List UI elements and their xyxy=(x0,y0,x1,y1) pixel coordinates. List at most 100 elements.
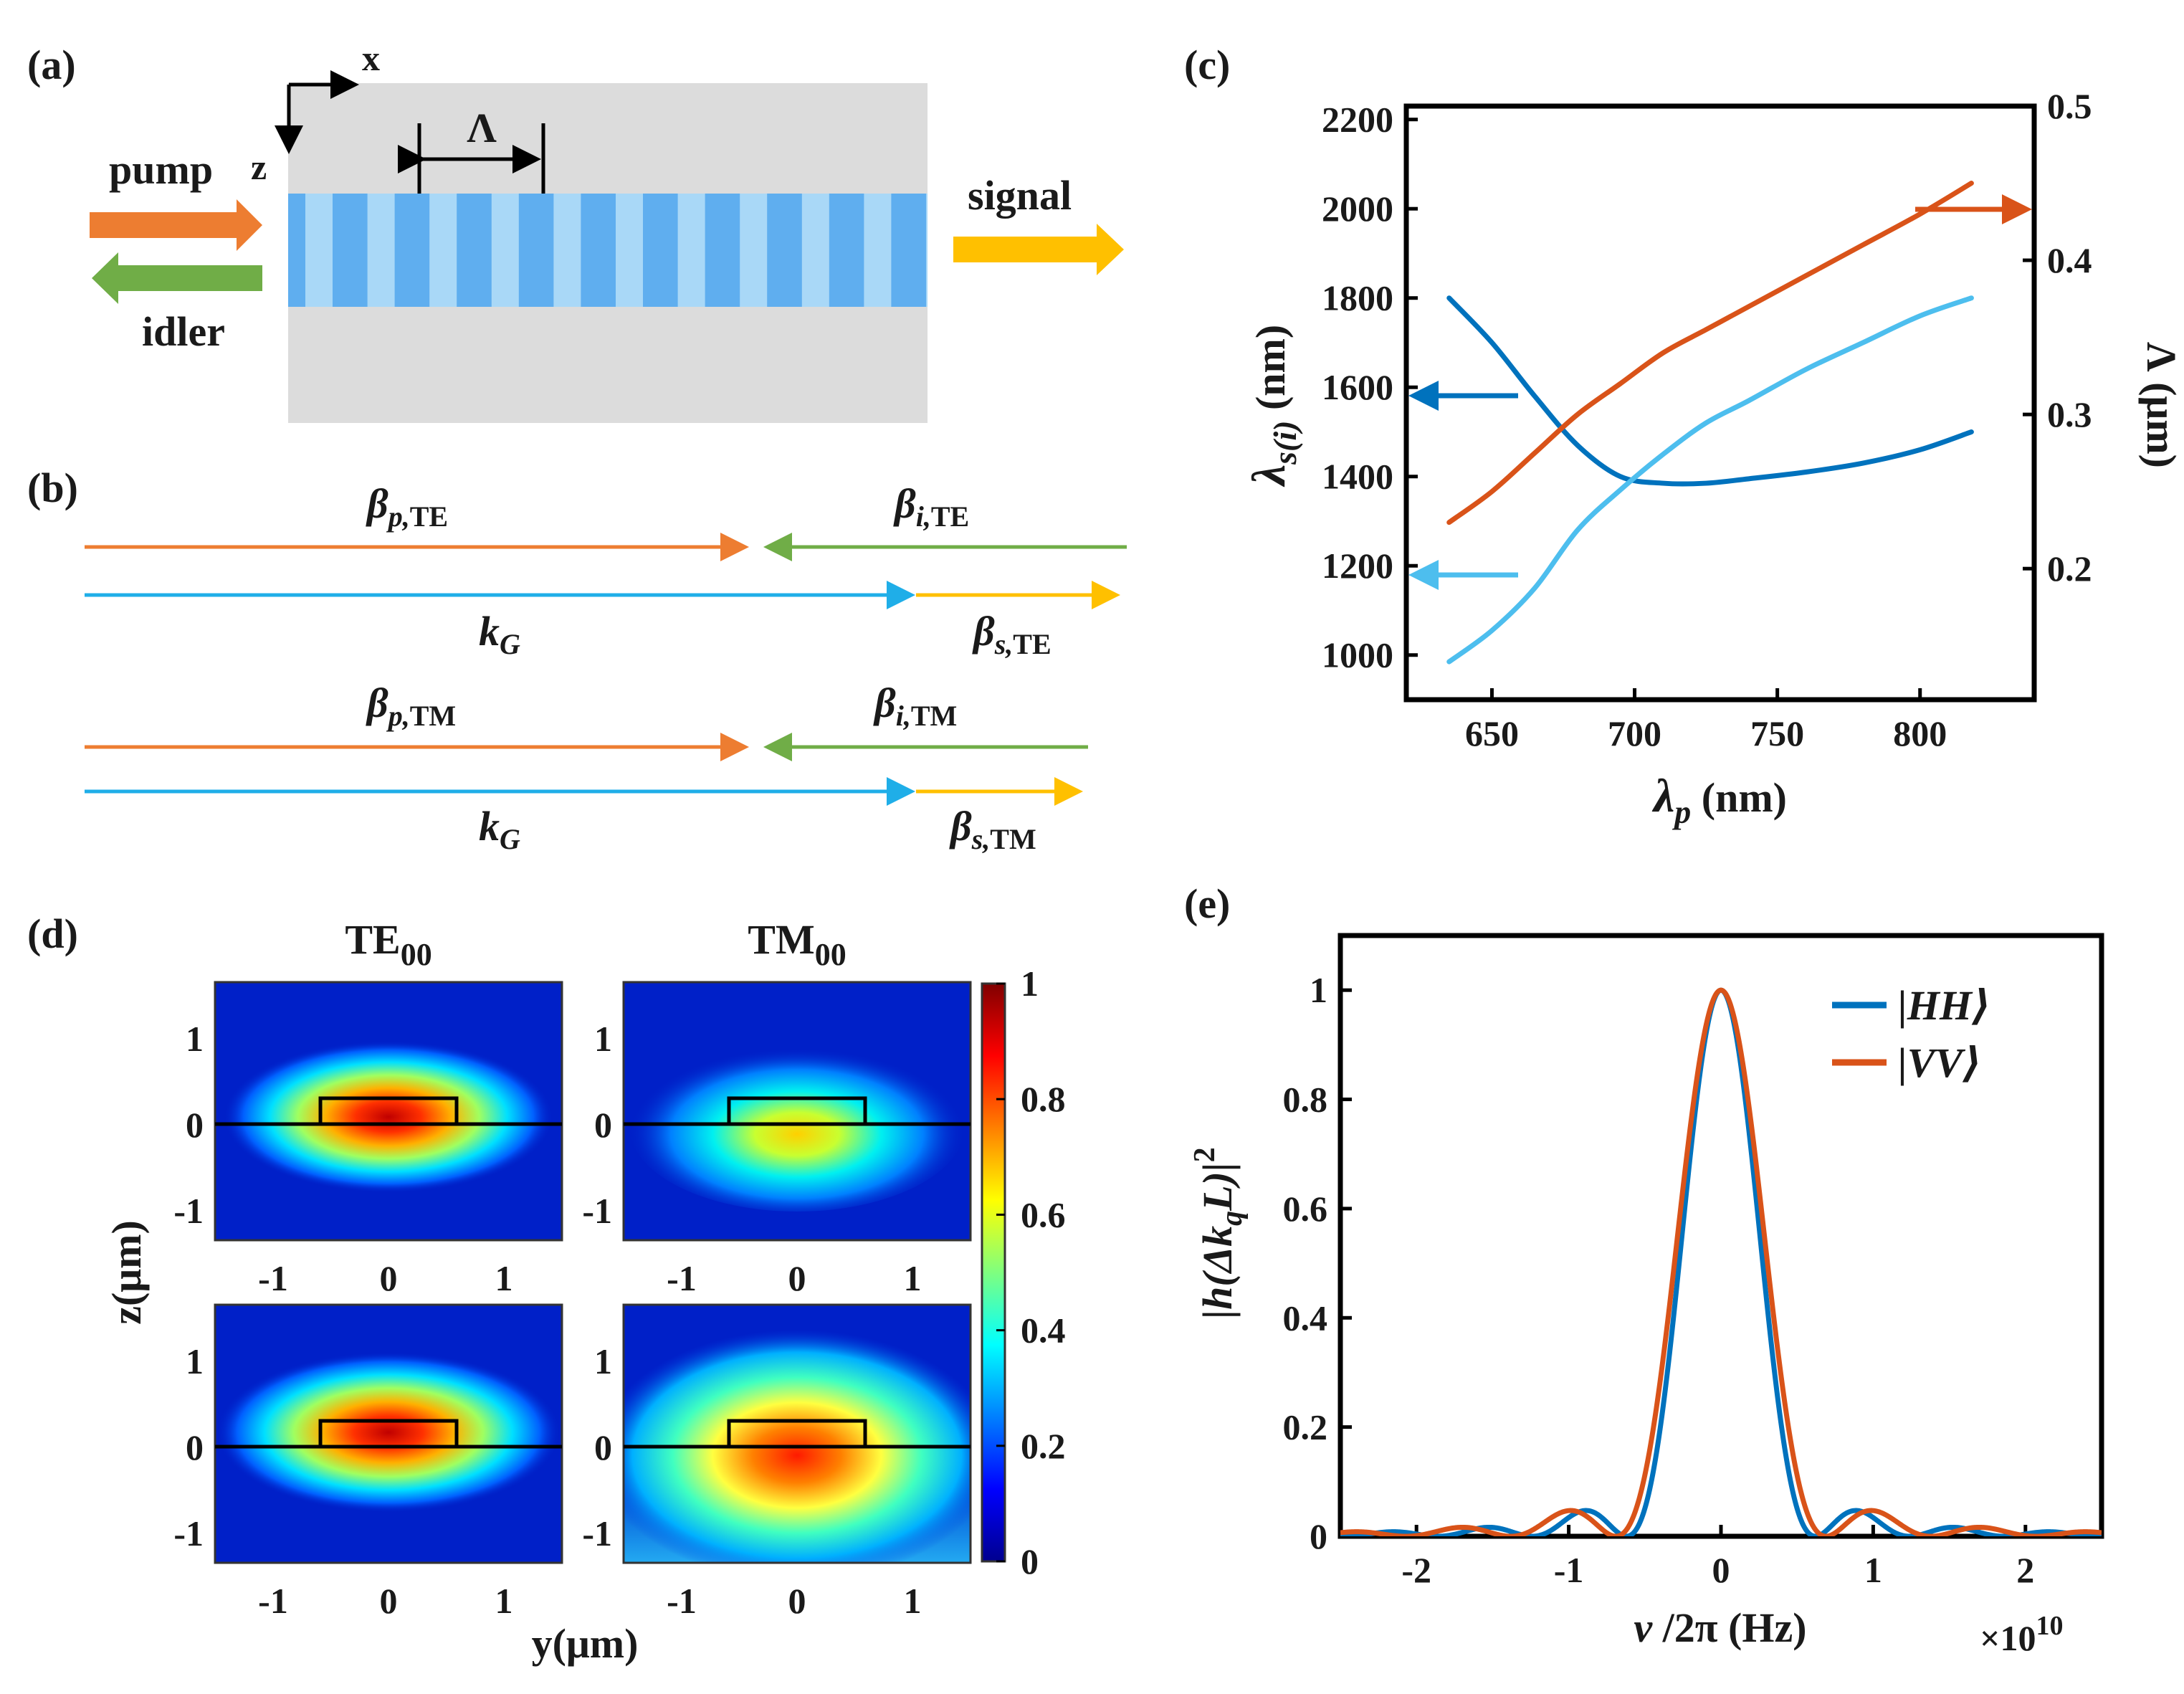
grating-stripe xyxy=(553,194,581,307)
panel-c-label: (c) xyxy=(1184,42,1230,88)
colorbar-tick-label: 0.4 xyxy=(1021,1310,1066,1351)
grating-stripe xyxy=(740,194,768,307)
d-xtick-label: -1 xyxy=(258,1581,288,1621)
grating-stripe xyxy=(491,194,519,307)
e-xtick-label: -1 xyxy=(1554,1550,1584,1590)
chart-e-ticks: -2 -1 0 1 2 0 0.2 0.4 0.6 0.8 1 xyxy=(1283,970,2035,1590)
panel-a-label: (a) xyxy=(27,42,76,88)
panel-b: (b) βp,TE βi,TE kG βs,TE βp,TM βi,TM kG … xyxy=(27,465,1127,855)
c-series-signal-1 xyxy=(1446,295,1974,487)
chart-e-lines xyxy=(1340,987,2102,1536)
d-ytick-label: -1 xyxy=(173,1191,204,1231)
mode-tm-2-field xyxy=(624,1330,971,1563)
e-ytick-label: 0.8 xyxy=(1283,1080,1328,1120)
mode-tm-1-frame xyxy=(622,981,972,1242)
axis-x-label: x xyxy=(362,38,380,78)
mode-tick-labels: -1 0 1 -1 0 1 -1 0 1 -1 0 1 -1 0 1 -1 0 1 -1 0 1 -1 0 1 xyxy=(173,1019,921,1621)
chart-c-xlabel: λp (nm) xyxy=(1651,770,1787,830)
mode-tm-2 xyxy=(624,1305,971,1563)
c-ytick-left-label: 1200 xyxy=(1322,546,1393,586)
d-xtick-label: 1 xyxy=(495,1258,513,1298)
tm-signal-label: βs,TM xyxy=(949,803,1036,855)
mode-te-2 xyxy=(215,1305,562,1563)
e-ytick-label: 1 xyxy=(1310,970,1327,1010)
d-ytick-label: 1 xyxy=(186,1341,204,1381)
d-ytick-label: 0 xyxy=(594,1427,612,1467)
axis-z-label: z xyxy=(251,147,267,187)
chart-c-ylabel-right: Λ (μm) xyxy=(2138,342,2184,468)
idler-arrow xyxy=(92,252,262,304)
panel-b-label: (b) xyxy=(27,465,78,511)
mode-xlabel: y(μm) xyxy=(532,1620,639,1667)
c-ytick-left-label: 2200 xyxy=(1322,100,1393,140)
panel-e-label: (e) xyxy=(1184,880,1230,927)
mode-ylabel: z(μm) xyxy=(103,1220,150,1325)
e-ytick-label: 0.6 xyxy=(1283,1189,1328,1229)
legend-label-vv: |VV⟩ xyxy=(1898,1039,1982,1086)
chart-e-ylabel: |h(ΔkqL)|2 xyxy=(1188,1147,1249,1318)
c-ytick-right-label: 0.4 xyxy=(2047,240,2092,280)
d-ytick-label: -1 xyxy=(582,1191,612,1231)
grating-stripe xyxy=(616,194,643,307)
e-xtick-label: -2 xyxy=(1401,1550,1431,1590)
d-ytick-label: -1 xyxy=(582,1513,612,1553)
c-ytick-right-label: 0.2 xyxy=(2047,548,2092,589)
d-xtick-label: -1 xyxy=(667,1581,697,1621)
c-ytick-left-label: 1800 xyxy=(1322,278,1393,318)
chart-c-ticks: 650 700 750 800 1000 1200 1400 1600 1800 2000 2200… xyxy=(1322,86,2092,753)
e-xtick-label: 2 xyxy=(2016,1550,2034,1590)
mode-te-2-field xyxy=(216,1352,561,1513)
c-ytick-left-label: 1600 xyxy=(1322,367,1393,407)
d-xtick-label: 1 xyxy=(495,1581,513,1621)
c-series-period xyxy=(1446,181,1974,525)
mode-te-1-field xyxy=(224,1041,553,1193)
d-xtick-label: 1 xyxy=(904,1581,922,1621)
colorbar-tick-label: 0.2 xyxy=(1021,1426,1066,1466)
c-xtick-label: 650 xyxy=(1465,713,1519,753)
te-idler-label: βi,TE xyxy=(893,480,969,533)
d-xtick-label: 1 xyxy=(904,1258,922,1298)
legend-label-hh: |HH⟩ xyxy=(1898,982,1991,1029)
signal-arrow xyxy=(953,224,1124,275)
d-xtick-label: 0 xyxy=(380,1581,398,1621)
panel-a: (a) x z Λ pump idler signal xyxy=(27,38,1124,423)
grating-stripe xyxy=(926,194,928,307)
grating-stripe xyxy=(305,194,333,307)
mode-te-1-frame xyxy=(214,981,563,1242)
pump-arrow xyxy=(90,199,262,251)
chart-c-frame xyxy=(1403,103,2037,703)
te-pump-label: βp,TE xyxy=(366,480,448,533)
colorbar-tick-label: 0 xyxy=(1021,1541,1039,1581)
panel-d-label: (d) xyxy=(27,910,78,957)
chart-e-multiplier: ×1010 xyxy=(1980,1611,2064,1658)
c-xtick-label: 700 xyxy=(1608,713,1661,753)
period-label: Λ xyxy=(467,105,497,151)
te-kg-label: kG xyxy=(479,608,520,660)
grating-stripe xyxy=(367,194,395,307)
d-ytick-label: 0 xyxy=(186,1105,204,1145)
d-ytick-label: 1 xyxy=(594,1019,612,1059)
mode-te-1 xyxy=(215,982,562,1240)
e-series-line xyxy=(1340,987,2102,1536)
colorbar-tick-label: 0.6 xyxy=(1021,1194,1066,1234)
tm-kg-label: kG xyxy=(479,803,520,855)
mode-tm-2-frame xyxy=(622,1303,972,1564)
tm-idler-label: βi,TM xyxy=(873,680,957,732)
tm-pump-label: βp,TM xyxy=(366,680,456,732)
panel-c: (c) 650 700 750 800 1000 1200 1400 1600 1800 2000… xyxy=(1184,42,2184,830)
d-ytick-label: 0 xyxy=(186,1427,204,1467)
c-ytick-left-label: 2000 xyxy=(1322,189,1393,229)
te-signal-label: βs,TE xyxy=(972,608,1052,660)
d-xtick-label: 0 xyxy=(380,1258,398,1298)
mode-tm-1 xyxy=(624,982,971,1240)
colorbar-tick-label: 0.8 xyxy=(1021,1079,1066,1119)
e-ytick-label: 0.2 xyxy=(1283,1407,1328,1447)
d-ytick-label: -1 xyxy=(173,1513,204,1553)
title-tm00: TM00 xyxy=(748,916,846,972)
mode-te-2-frame xyxy=(214,1303,563,1564)
grating xyxy=(305,194,928,307)
c-series-idler-1 xyxy=(1446,295,1974,665)
c-xtick-label: 750 xyxy=(1750,713,1804,753)
d-xtick-label: -1 xyxy=(667,1258,697,1298)
d-ytick-label: 0 xyxy=(594,1105,612,1145)
